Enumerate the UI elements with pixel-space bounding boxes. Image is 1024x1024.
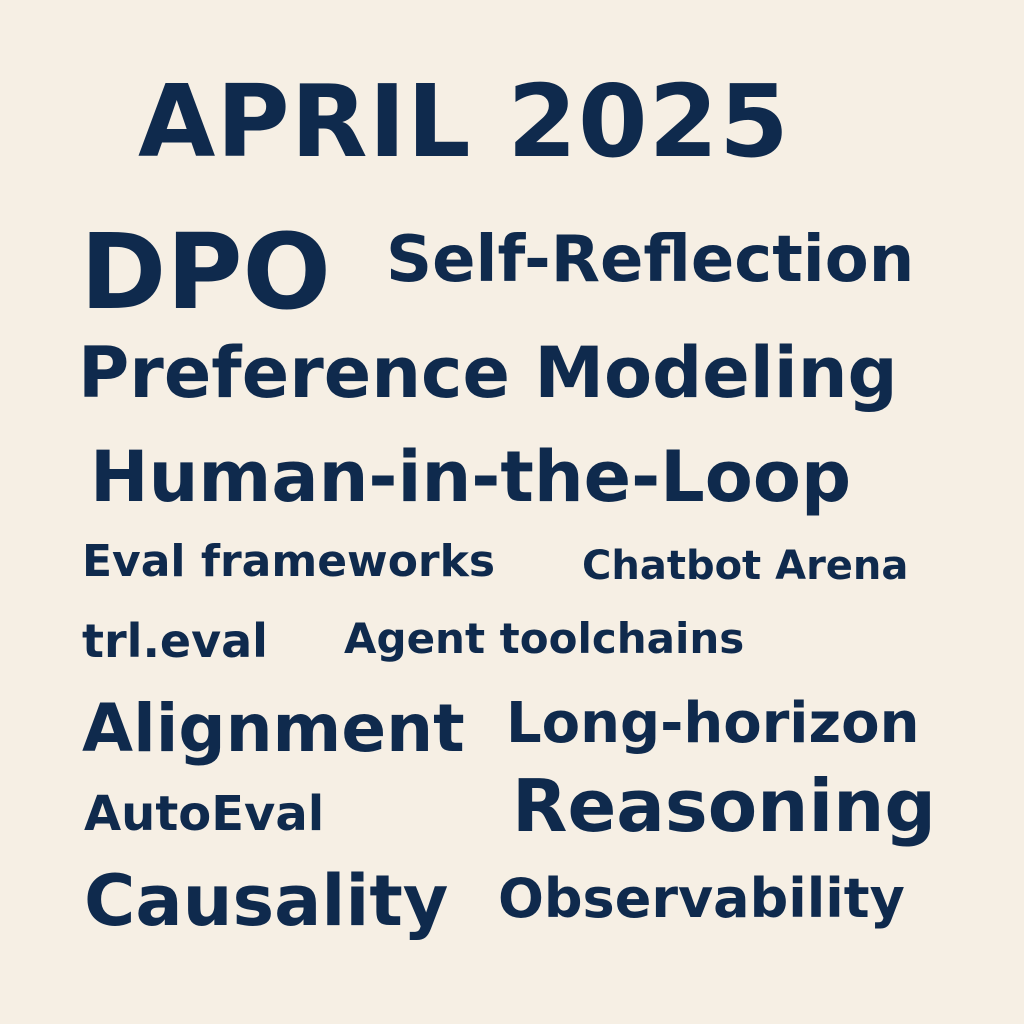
- word-long-horizon: Long-horizon: [506, 691, 920, 756]
- word-alignment: Alignment: [82, 690, 465, 767]
- word-autoeval: AutoEval: [84, 786, 325, 842]
- word-reasoning: Reasoning: [512, 764, 936, 848]
- word-dpo: DPO: [80, 211, 331, 333]
- word-cloud-title: APRIL 2025: [138, 63, 790, 180]
- word-preference-modeling: Preference Modeling: [78, 332, 898, 414]
- word-eval-frameworks: Eval frameworks: [82, 536, 496, 587]
- word-observability: Observability: [498, 867, 905, 930]
- word-trl-eval: trl.eval: [82, 614, 268, 668]
- word-causality: Causality: [84, 860, 449, 942]
- word-human-in-the-loop: Human-in-the-Loop: [90, 436, 852, 518]
- word-agent-toolchains: Agent toolchains: [344, 614, 745, 663]
- word-chatbot-arena: Chatbot Arena: [582, 543, 909, 589]
- word-self-reflection: Self-Reflection: [386, 223, 915, 297]
